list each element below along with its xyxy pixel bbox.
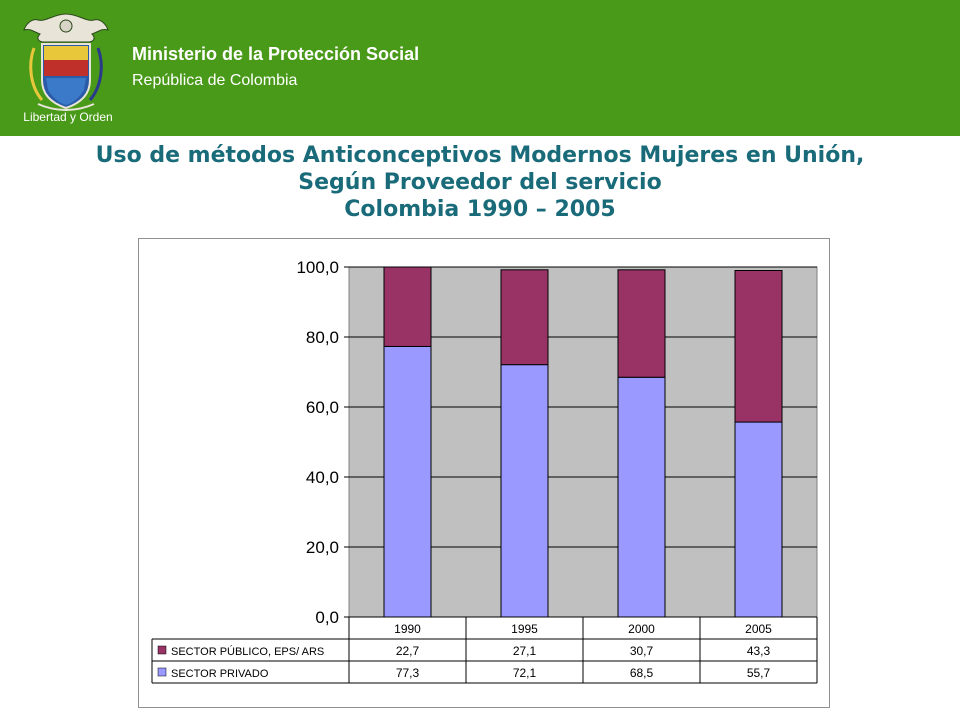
data-value-label: 68,5 <box>630 666 654 680</box>
stacked-bar-chart: 0,0 20,0 40,0 60,0 80,0 100,0 1990 1995 2000 2005… <box>151 258 818 684</box>
bar-publico-2005 <box>734 270 783 423</box>
bar-publico-1995 <box>500 269 549 366</box>
y-tick-label: 80,0 <box>306 328 339 347</box>
header-bar: Libertad y Orden Ministerio de la Protec… <box>0 0 960 136</box>
data-value-label: 55,7 <box>747 666 771 680</box>
title-line-2: Según Proveedor del servicio <box>298 170 662 195</box>
motto-text: Libertad y Orden <box>23 110 113 124</box>
x-tick-label: 1995 <box>511 622 538 636</box>
y-tick-label: 100,0 <box>296 258 339 277</box>
coat-of-arms-icon <box>23 13 109 111</box>
page-title: Uso de métodos Anticonceptivos Modernos … <box>0 142 960 223</box>
bar-publico-1990 <box>383 266 432 347</box>
data-value-label: 72,1 <box>513 666 537 680</box>
title-line-3: Colombia 1990 – 2005 <box>344 197 616 222</box>
x-tick-label: 2000 <box>628 622 655 636</box>
data-value-label: 30,7 <box>630 644 654 658</box>
x-tick-label: 1990 <box>394 622 421 636</box>
y-tick-label: 60,0 <box>306 398 339 417</box>
bar-publico-2000 <box>617 269 666 378</box>
y-tick-label: 20,0 <box>306 538 339 557</box>
data-value-label: 43,3 <box>747 644 771 658</box>
ministry-name: Ministerio de la Protección Social <box>132 44 420 64</box>
country-name: República de Colombia <box>132 72 298 89</box>
title-line-1: Uso de métodos Anticonceptivos Modernos … <box>95 143 865 168</box>
x-tick-label: 2005 <box>745 622 772 636</box>
bar-privado-1995 <box>500 364 549 618</box>
data-value-label: 77,3 <box>396 666 420 680</box>
y-tick-label: 0,0 <box>315 608 339 627</box>
legend-swatch-privado <box>157 667 167 677</box>
legend-label-publico: SECTOR PÚBLICO, EPS/ ARS <box>171 645 324 658</box>
chart-container: 0,0 20,0 40,0 60,0 80,0 100,0 1990 1995 2000 2005… <box>138 238 830 708</box>
bar-privado-1990 <box>383 345 432 618</box>
bar-privado-2005 <box>734 421 783 618</box>
y-tick-label: 40,0 <box>306 468 339 487</box>
data-value-label: 27,1 <box>513 644 537 658</box>
data-value-label: 22,7 <box>396 644 420 658</box>
legend-swatch-publico <box>157 645 167 655</box>
legend-label-privado: SECTOR PRIVADO <box>171 668 269 680</box>
bar-privado-2000 <box>617 376 666 618</box>
